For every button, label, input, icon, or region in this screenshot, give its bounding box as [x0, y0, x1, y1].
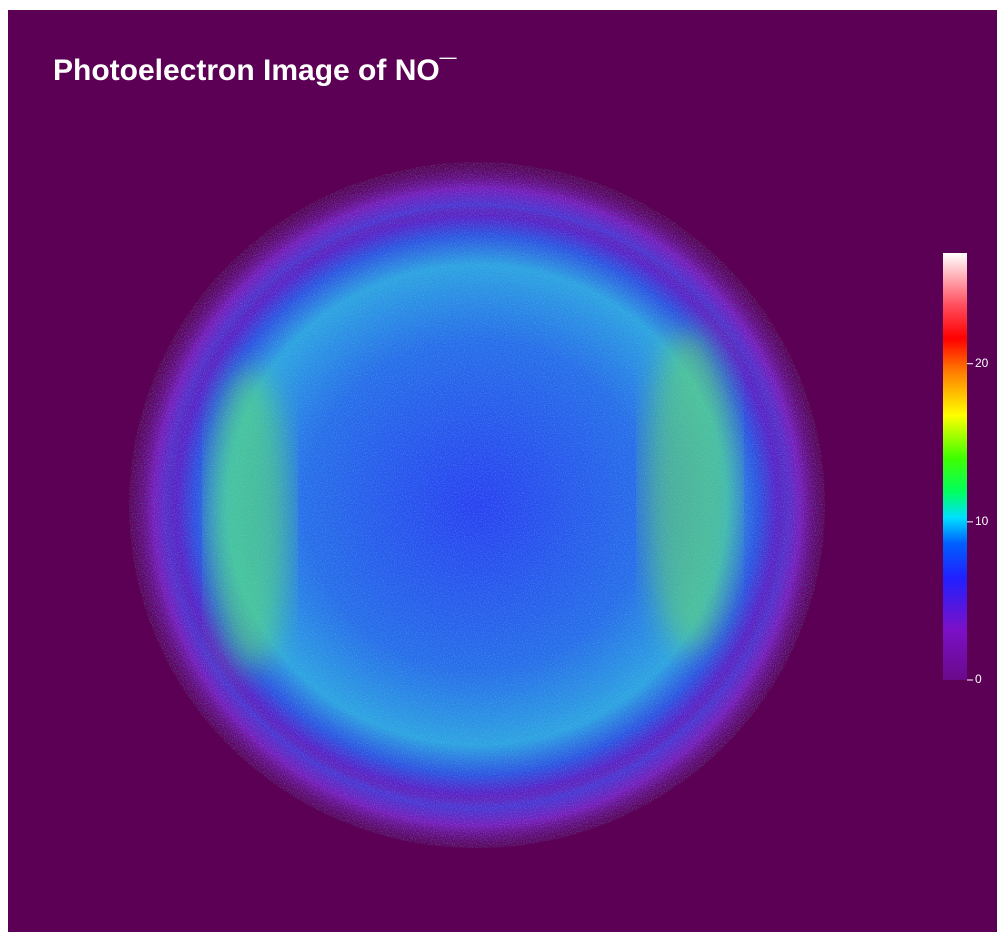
colorbar: [943, 253, 967, 680]
chart-title: Photoelectron Image of NO¯: [53, 54, 457, 87]
photoelectron-image: [129, 162, 825, 850]
colorbar-tick-label: 20: [975, 356, 989, 370]
figure: Photoelectron Image of NO¯ 0 10 20: [0, 0, 999, 934]
colorbar-tick-label: 10: [975, 514, 989, 528]
colorbar-tick-label: 0: [975, 672, 982, 686]
